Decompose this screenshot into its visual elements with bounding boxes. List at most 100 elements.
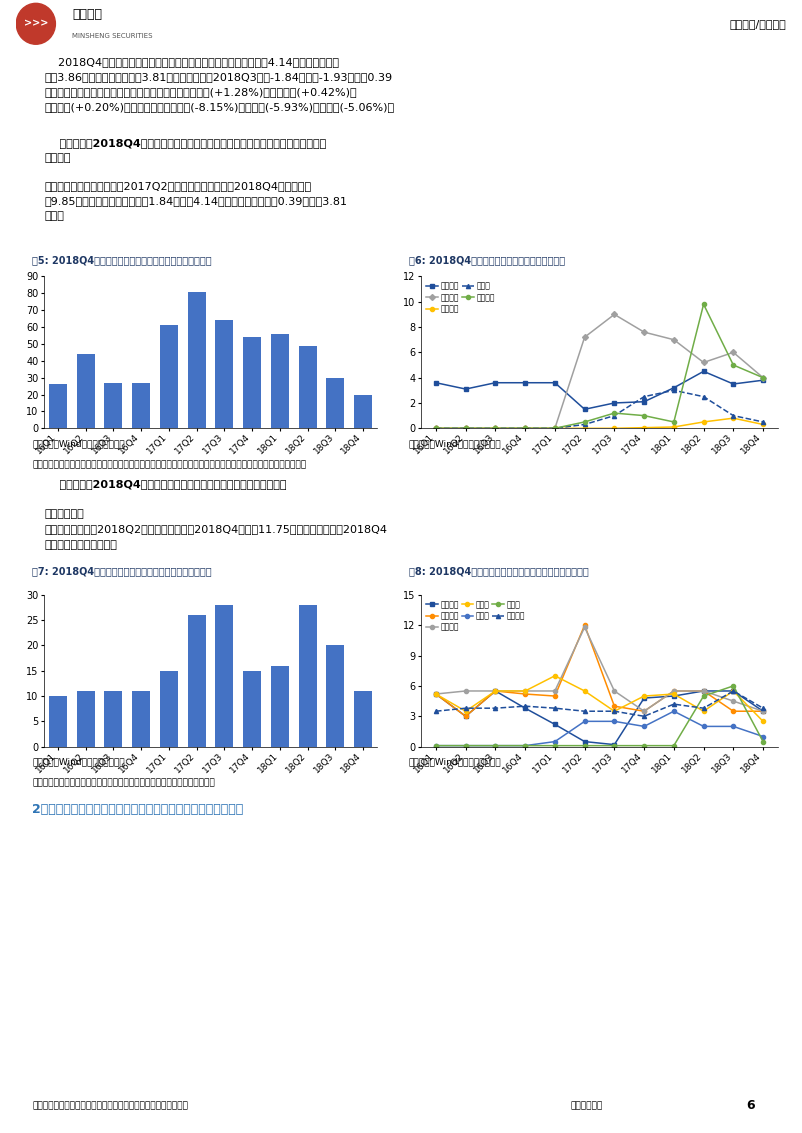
好太太 bbox=[461, 739, 471, 752]
曲美家居 bbox=[758, 701, 768, 715]
志邦家居 bbox=[699, 415, 708, 428]
好太太 bbox=[669, 705, 678, 718]
Text: 2、造纸：板块基金重仓市值持续下降，中顺洁柔获得明显加仓: 2、造纸：板块基金重仓市值持续下降，中顺洁柔获得明显加仓 bbox=[32, 803, 243, 816]
Text: 注：成品家具板块以美克家居、顾客家居、善临门、好太太、梦百合为样本。: 注：成品家具板块以美克家居、顾客家居、善临门、好太太、梦百合为样本。 bbox=[32, 778, 215, 787]
尚品宅配 bbox=[491, 421, 500, 435]
顾客家居 bbox=[491, 684, 500, 698]
曲美家居 bbox=[580, 705, 589, 718]
善临门 bbox=[639, 689, 649, 702]
欧派家居 bbox=[491, 376, 500, 390]
尚品宅配 bbox=[580, 331, 589, 344]
Legend: 美克家居, 大亚圣象, 顾客家居, 善临门, 好太太, 梦百合, 曲美家居: 美克家居, 大亚圣象, 顾客家居, 善临门, 好太太, 梦百合, 曲美家居 bbox=[425, 598, 526, 633]
梦百合 bbox=[431, 739, 441, 752]
顾客家居 bbox=[550, 684, 560, 698]
曲美家居 bbox=[461, 701, 471, 715]
好莱客 bbox=[491, 421, 500, 435]
金牌厨柜 bbox=[610, 407, 619, 420]
梦百合 bbox=[550, 739, 560, 752]
金牌厨柜 bbox=[580, 415, 589, 428]
Text: 定制板块基金重仓总市值自2017Q2达到高点后开始回落，2018Q4继续环比下
降9.85亿元。其中尚品宅配下降1.84亿元至4.14亿元，欧派家居上升0.39: 定制板块基金重仓总市值自2017Q2达到高点后开始回落，2018Q4继续环比下 … bbox=[44, 180, 347, 221]
Text: 注：定制家具板块以欧派家居、尚品宅配、好莱客、金牌厨柜、志邦家居作为样本。合规禁止名单内公司排除在外。: 注：定制家具板块以欧派家居、尚品宅配、好莱客、金牌厨柜、志邦家居作为样本。合规禁… bbox=[32, 460, 306, 469]
尚品宅配 bbox=[431, 421, 441, 435]
顾客家居 bbox=[758, 705, 768, 718]
Bar bbox=[298, 346, 317, 428]
欧派家居 bbox=[461, 382, 471, 395]
Bar bbox=[188, 291, 205, 428]
善临门 bbox=[669, 688, 678, 701]
Text: 图7: 2018Q4成品家具板块基金重仓市值明显下降（亿元）: 图7: 2018Q4成品家具板块基金重仓市值明显下降（亿元） bbox=[32, 566, 212, 576]
Text: 证券研究报告: 证券研究报告 bbox=[571, 1101, 603, 1110]
好莱客 bbox=[550, 421, 560, 435]
Line: 大亚圣象: 大亚圣象 bbox=[434, 623, 765, 718]
好太太 bbox=[699, 719, 708, 733]
大亚圣象 bbox=[699, 684, 708, 698]
尚品宅配 bbox=[461, 421, 471, 435]
梦百合 bbox=[520, 739, 530, 752]
志邦家居 bbox=[431, 421, 441, 435]
志邦家居 bbox=[758, 418, 768, 432]
尚品宅配 bbox=[699, 356, 708, 369]
美克家居 bbox=[550, 717, 560, 731]
Bar bbox=[216, 321, 233, 428]
好太太 bbox=[491, 739, 500, 752]
Text: 资料来源：Wind，民生证券研究院: 资料来源：Wind，民生证券研究院 bbox=[409, 757, 501, 766]
Text: 动态研究/轻工制造: 动态研究/轻工制造 bbox=[729, 19, 786, 28]
善临门 bbox=[728, 684, 738, 698]
顾客家居 bbox=[431, 688, 441, 701]
金牌厨柜 bbox=[669, 415, 678, 428]
顾客家居 bbox=[610, 684, 619, 698]
大亚圣象 bbox=[580, 619, 589, 632]
志邦家居 bbox=[550, 421, 560, 435]
好莱客 bbox=[610, 409, 619, 423]
美克家居 bbox=[461, 709, 471, 723]
顾客家居 bbox=[699, 684, 708, 698]
欧派家居 bbox=[758, 374, 768, 387]
志邦家居 bbox=[639, 420, 649, 434]
Bar bbox=[326, 377, 344, 428]
金牌厨柜 bbox=[431, 421, 441, 435]
曲美家居 bbox=[610, 705, 619, 718]
顾客家居 bbox=[461, 684, 471, 698]
Text: 定制家具：2018Q4定制板块基金重仓市值继续下降，个股方面欧派家居重仓市值环
比上升。: 定制家具：2018Q4定制板块基金重仓市值继续下降，个股方面欧派家居重仓市值环 … bbox=[44, 138, 326, 163]
好莱客 bbox=[461, 421, 471, 435]
美克家居 bbox=[669, 689, 678, 702]
大亚圣象 bbox=[758, 705, 768, 718]
志邦家居 bbox=[580, 421, 589, 435]
金牌厨柜 bbox=[520, 421, 530, 435]
好太太 bbox=[580, 715, 589, 729]
欧派家居 bbox=[431, 376, 441, 390]
大亚圣象 bbox=[610, 699, 619, 713]
金牌厨柜 bbox=[728, 358, 738, 372]
好太太 bbox=[758, 730, 768, 743]
Bar bbox=[271, 666, 289, 747]
Bar bbox=[216, 605, 233, 747]
尚品宅配 bbox=[610, 307, 619, 322]
大亚圣象 bbox=[728, 705, 738, 718]
Line: 欧派家居: 欧派家居 bbox=[434, 369, 765, 411]
善临门 bbox=[431, 688, 441, 701]
尚品宅配 bbox=[639, 325, 649, 339]
Ellipse shape bbox=[16, 3, 55, 44]
尚品宅配 bbox=[728, 346, 738, 359]
Bar bbox=[132, 691, 150, 747]
顾客家居 bbox=[520, 684, 530, 698]
金牌厨柜 bbox=[550, 421, 560, 435]
好莱客 bbox=[728, 409, 738, 423]
梦百合 bbox=[491, 739, 500, 752]
Line: 好太太: 好太太 bbox=[434, 709, 765, 748]
Bar bbox=[49, 384, 67, 428]
Bar bbox=[132, 383, 150, 428]
善临门 bbox=[580, 684, 589, 698]
梦百合 bbox=[461, 739, 471, 752]
善临门 bbox=[550, 668, 560, 682]
Bar bbox=[77, 691, 95, 747]
欧派家居 bbox=[639, 395, 649, 409]
好太太 bbox=[639, 719, 649, 733]
尚品宅配 bbox=[669, 333, 678, 347]
Bar bbox=[271, 334, 289, 428]
Text: 资料来源：Wind，民生证券研究院: 资料来源：Wind，民生证券研究院 bbox=[32, 757, 124, 766]
美克家居 bbox=[580, 735, 589, 749]
欧派家居 bbox=[550, 376, 560, 390]
Bar bbox=[104, 383, 123, 428]
金牌厨柜 bbox=[461, 421, 471, 435]
